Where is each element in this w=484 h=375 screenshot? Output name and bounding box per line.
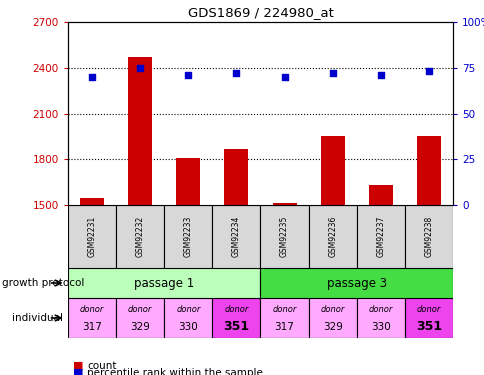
Bar xyxy=(260,268,452,298)
Bar xyxy=(212,205,260,268)
Text: donor: donor xyxy=(272,306,296,315)
Text: individual: individual xyxy=(12,313,63,323)
Point xyxy=(376,72,384,78)
Text: 329: 329 xyxy=(130,322,150,332)
Point xyxy=(184,72,192,78)
Text: passage 1: passage 1 xyxy=(134,276,194,290)
Text: GSM92234: GSM92234 xyxy=(231,216,241,257)
Bar xyxy=(68,205,116,268)
Text: donor: donor xyxy=(128,306,152,315)
Text: 317: 317 xyxy=(274,322,294,332)
Text: GSM92238: GSM92238 xyxy=(424,216,433,257)
Text: GSM92232: GSM92232 xyxy=(136,216,144,257)
Bar xyxy=(80,198,104,375)
Text: donor: donor xyxy=(368,306,392,315)
Bar xyxy=(272,204,296,375)
Bar xyxy=(320,136,344,375)
Point xyxy=(424,68,432,74)
Text: growth protocol: growth protocol xyxy=(2,278,85,288)
Bar xyxy=(356,205,404,268)
Point xyxy=(232,70,240,76)
Point xyxy=(328,70,336,76)
Bar xyxy=(68,298,116,338)
Bar xyxy=(224,148,248,375)
Text: GSM92233: GSM92233 xyxy=(183,216,193,257)
Text: passage 3: passage 3 xyxy=(326,276,386,290)
Text: GSM92231: GSM92231 xyxy=(88,216,96,257)
Title: GDS1869 / 224980_at: GDS1869 / 224980_at xyxy=(187,6,333,20)
Text: GSM92237: GSM92237 xyxy=(376,216,384,257)
Bar xyxy=(308,298,356,338)
Text: 351: 351 xyxy=(223,320,249,333)
Text: percentile rank within the sample: percentile rank within the sample xyxy=(87,368,263,375)
Text: 351: 351 xyxy=(415,320,441,333)
Bar xyxy=(356,298,404,338)
Bar xyxy=(212,298,260,338)
Bar xyxy=(404,205,452,268)
Bar xyxy=(164,205,212,268)
Text: 330: 330 xyxy=(178,322,198,332)
Text: GSM92235: GSM92235 xyxy=(279,216,288,257)
Point xyxy=(88,74,96,80)
Bar xyxy=(308,205,356,268)
Bar xyxy=(116,205,164,268)
Bar xyxy=(368,185,392,375)
Bar xyxy=(176,159,200,375)
Bar xyxy=(164,298,212,338)
Text: 329: 329 xyxy=(322,322,342,332)
Bar xyxy=(416,136,440,375)
Text: 330: 330 xyxy=(370,322,390,332)
Text: ■: ■ xyxy=(73,368,83,375)
Text: donor: donor xyxy=(320,306,344,315)
Text: GSM92236: GSM92236 xyxy=(328,216,336,257)
Text: donor: donor xyxy=(224,306,248,315)
Bar xyxy=(116,298,164,338)
Bar xyxy=(404,298,452,338)
Text: donor: donor xyxy=(176,306,200,315)
Text: 317: 317 xyxy=(82,322,102,332)
Point xyxy=(136,65,144,71)
Point xyxy=(280,74,288,80)
Text: ■: ■ xyxy=(73,361,83,370)
Bar xyxy=(260,205,308,268)
Text: count: count xyxy=(87,361,117,370)
Text: donor: donor xyxy=(80,306,104,315)
Bar xyxy=(128,57,152,375)
Text: donor: donor xyxy=(416,306,440,315)
Bar xyxy=(68,268,260,298)
Bar xyxy=(260,298,308,338)
